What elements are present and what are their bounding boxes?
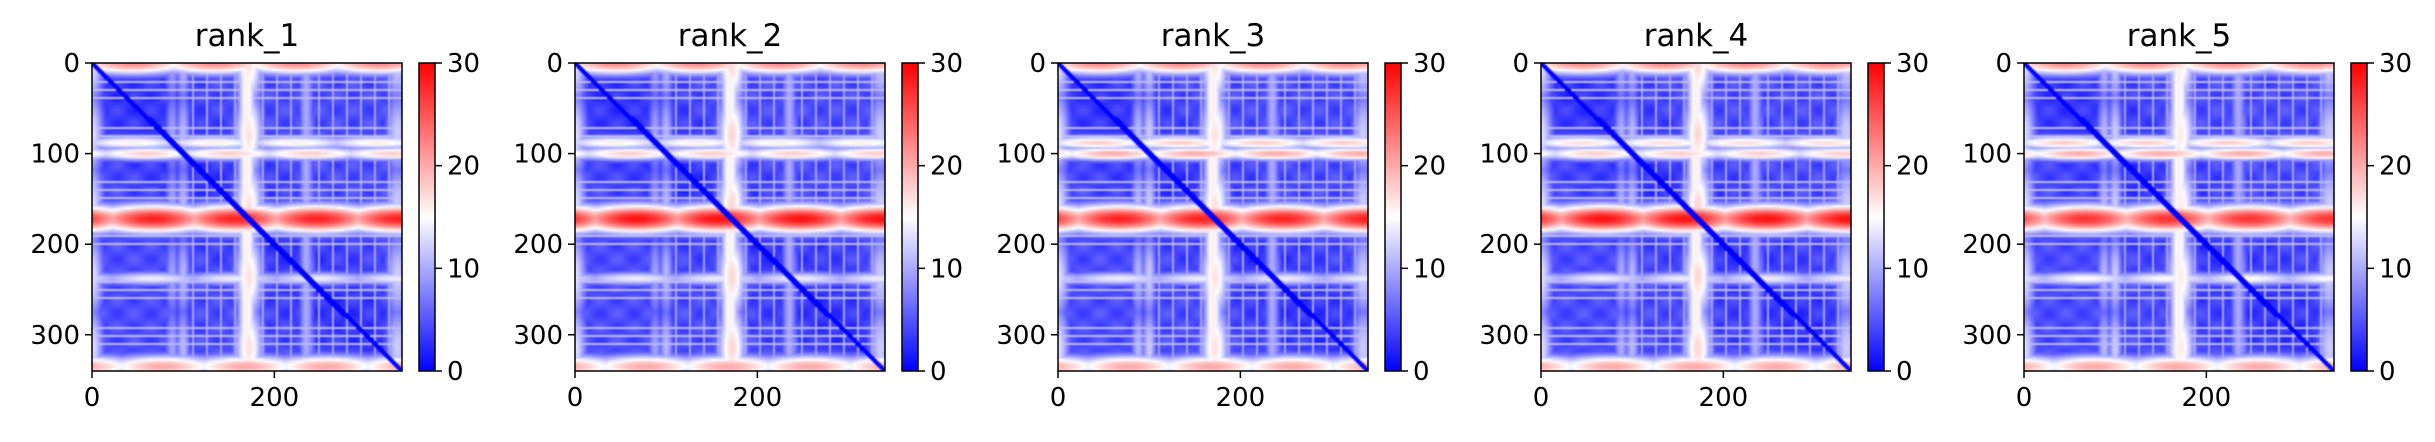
- y-tick-label: 0: [1512, 49, 1529, 79]
- plot-frame: [1540, 62, 1852, 372]
- colorbar-tick-label: 10: [1896, 254, 1929, 284]
- panel-rank_5: rank_5 0 100 200 300 0 200 0 10 20 30: [1962, 18, 2412, 413]
- x-tick-label: 200: [733, 383, 783, 413]
- plot-frame: [1057, 62, 1369, 372]
- colorbar: [1385, 63, 1401, 371]
- y-tick-label: 300: [1962, 321, 2012, 351]
- panel-rank_1: rank_1 0 100 200 300 0 200 0 10 20 30: [30, 18, 480, 413]
- x-tick-label: 0: [84, 383, 101, 413]
- colorbar-tick-label: 30: [2379, 49, 2412, 79]
- colorbar-tick-label: 10: [930, 254, 963, 284]
- y-tick-label: 200: [996, 230, 1046, 260]
- colorbar-tick-label: 10: [2379, 254, 2412, 284]
- colorbar-tick-label: 20: [2379, 152, 2412, 182]
- colorbar-tick-label: 10: [1413, 254, 1446, 284]
- y-tick-label: 0: [546, 49, 563, 79]
- heatmap-image-rank_1: [92, 63, 402, 371]
- y-tick-label: 200: [513, 230, 563, 260]
- colorbar-tick-label: 20: [1896, 152, 1929, 182]
- panel-title: rank_3: [1161, 18, 1266, 54]
- heatmap-image-rank_2: [575, 63, 885, 371]
- colorbar-tick-label: 20: [930, 152, 963, 182]
- y-tick-label: 100: [1479, 140, 1529, 170]
- y-tick-label: 0: [63, 49, 80, 79]
- colorbar: [902, 63, 918, 371]
- x-tick-label: 200: [1699, 383, 1749, 413]
- plot-frame: [574, 62, 886, 372]
- panel-rank_3: rank_3 0 100 200 300 0 200 0 10 20 30: [996, 18, 1446, 413]
- panel-title: rank_5: [2127, 18, 2232, 54]
- colorbar-frame: [1867, 62, 1885, 372]
- colorbar-tick-label: 0: [2379, 357, 2396, 387]
- colorbar-tick-label: 10: [447, 254, 480, 284]
- x-tick-label: 0: [2016, 383, 2033, 413]
- panel-rank_4: rank_4 0 100 200 300 0 200 0 10 20 30: [1479, 18, 1929, 413]
- heatmap-image-rank_4: [1541, 63, 1851, 371]
- colorbar-tick-label: 0: [1896, 357, 1913, 387]
- heatmap-image-rank_3: [1058, 63, 1368, 371]
- y-tick-label: 300: [1479, 321, 1529, 351]
- y-tick-label: 300: [996, 321, 1046, 351]
- y-tick-label: 0: [1029, 49, 1046, 79]
- x-tick-label: 0: [1533, 383, 1550, 413]
- colorbar: [2351, 63, 2367, 371]
- colorbar-tick-label: 30: [447, 49, 480, 79]
- colorbar-tick-label: 0: [447, 357, 464, 387]
- panel-title: rank_2: [678, 18, 783, 54]
- colorbar-frame: [1384, 62, 1402, 372]
- x-tick-label: 200: [2182, 383, 2232, 413]
- panel-title: rank_1: [195, 18, 300, 54]
- y-tick-label: 200: [1962, 230, 2012, 260]
- y-tick-label: 0: [1995, 49, 2012, 79]
- y-tick-label: 100: [513, 140, 563, 170]
- x-tick-label: 200: [1216, 383, 1266, 413]
- x-tick-label: 0: [567, 383, 584, 413]
- colorbar-tick-label: 30: [1896, 49, 1929, 79]
- y-tick-label: 200: [1479, 230, 1529, 260]
- colorbar: [419, 63, 435, 371]
- heatmap-image-rank_5: [2024, 63, 2334, 371]
- plot-frame: [2023, 62, 2335, 372]
- y-tick-label: 100: [30, 140, 80, 170]
- x-tick-label: 200: [250, 383, 300, 413]
- colorbar-tick-label: 30: [930, 49, 963, 79]
- colorbar-tick-label: 0: [930, 357, 947, 387]
- x-tick-label: 0: [1050, 383, 1067, 413]
- colorbar-tick-label: 20: [1413, 152, 1446, 182]
- panel-rank_2: rank_2 0 100 200 300 0 200 0 10 20 30: [513, 18, 963, 413]
- colorbar-tick-label: 30: [1413, 49, 1446, 79]
- y-tick-label: 300: [513, 321, 563, 351]
- colorbar-tick-label: 20: [447, 152, 480, 182]
- plot-frame: [91, 62, 403, 372]
- colorbar-frame: [418, 62, 436, 372]
- colorbar-frame: [901, 62, 919, 372]
- panel-title: rank_4: [1644, 18, 1749, 54]
- colorbar-tick-label: 0: [1413, 357, 1430, 387]
- y-tick-label: 100: [996, 140, 1046, 170]
- y-tick-label: 300: [30, 321, 80, 351]
- colorbar: [1868, 63, 1884, 371]
- y-tick-label: 200: [30, 230, 80, 260]
- colorbar-frame: [2350, 62, 2368, 372]
- y-tick-label: 100: [1962, 140, 2012, 170]
